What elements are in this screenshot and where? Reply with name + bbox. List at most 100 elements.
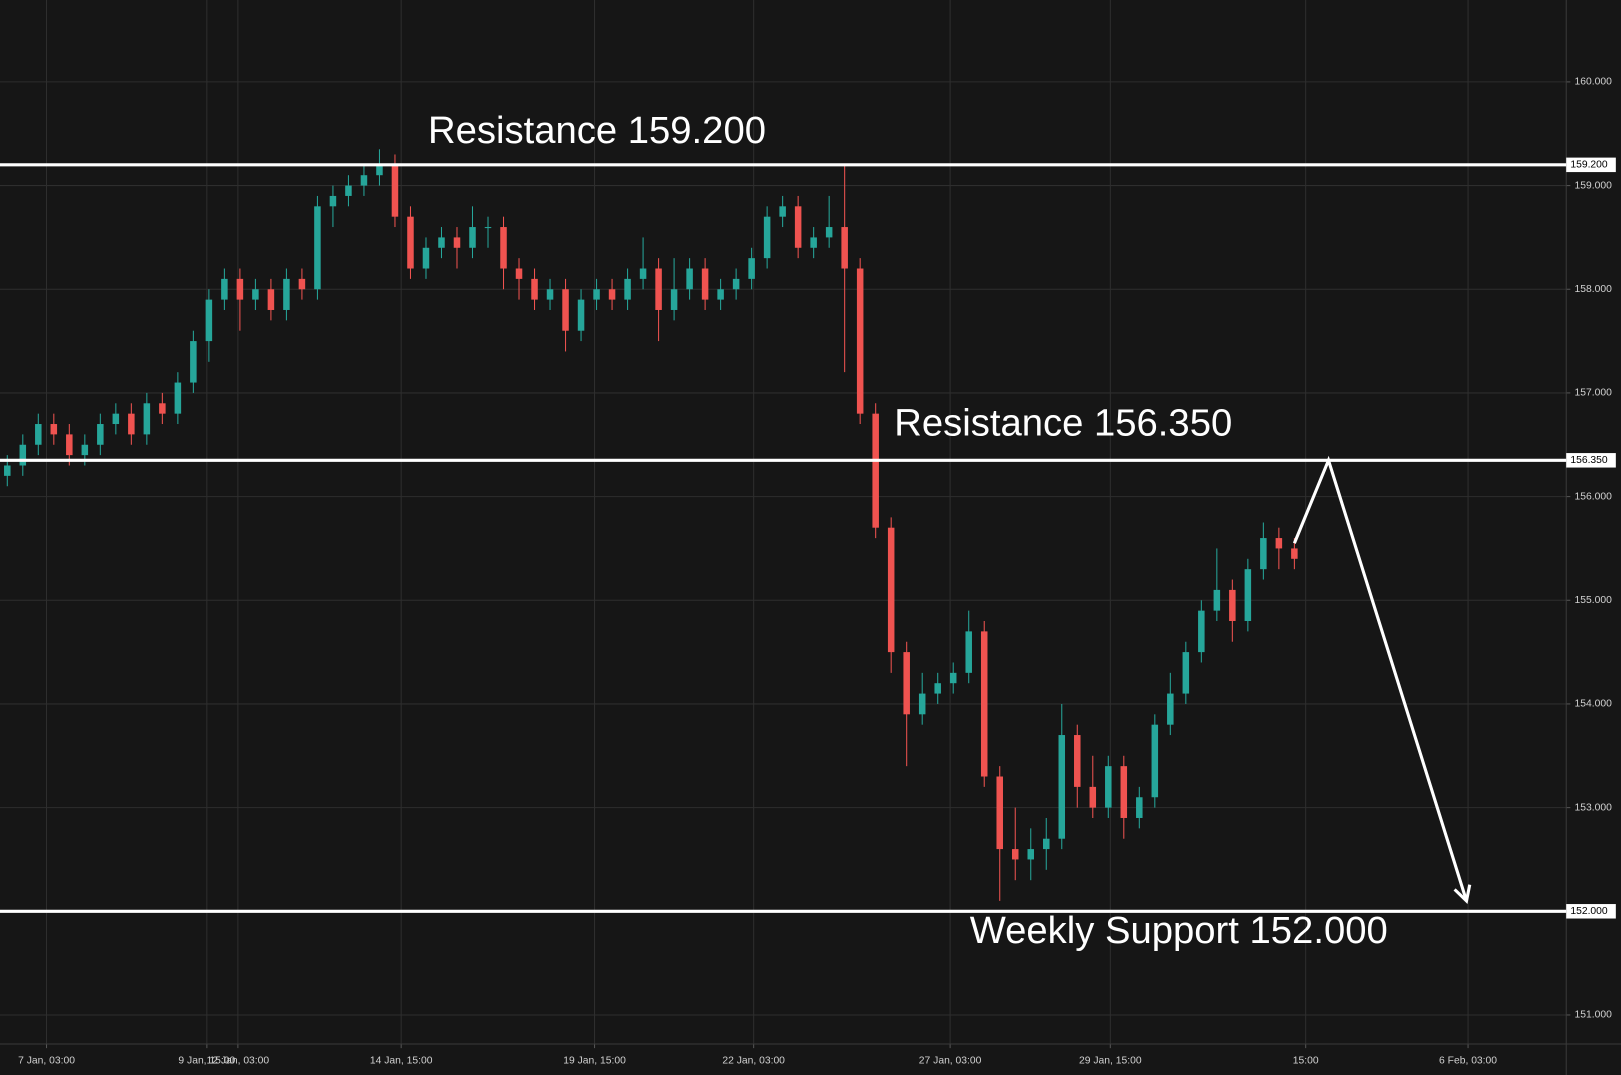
level-badge-label: 159.200: [1570, 160, 1608, 171]
candle-body: [267, 289, 275, 310]
candle-body: [252, 289, 259, 300]
x-tick-label: 27 Jan, 03:00: [919, 1055, 982, 1066]
candle-body: [918, 693, 926, 715]
candle-body: [484, 227, 492, 229]
level-badge: [1566, 453, 1616, 468]
y-tick-label: 155.000: [1574, 595, 1612, 606]
candle-body: [360, 175, 368, 186]
candle-body: [903, 652, 910, 715]
candle-body: [810, 237, 817, 248]
candle-body: [593, 289, 600, 300]
candle-body: [314, 206, 321, 290]
candle-body: [422, 247, 430, 269]
candle-body: [66, 434, 73, 456]
candle-body: [686, 268, 693, 290]
candle-body: [732, 278, 740, 290]
candle-body: [159, 403, 166, 414]
x-tick-label: 9 Jan, 15:00: [178, 1055, 235, 1066]
candle-body: [1058, 735, 1066, 839]
candle-body: [329, 195, 337, 207]
candle-body: [174, 382, 182, 414]
candle-body: [1120, 766, 1128, 818]
y-tick-label: 156.000: [1574, 491, 1612, 502]
candle-body: [283, 278, 290, 310]
candle-body: [1182, 652, 1190, 694]
candle-body: [841, 227, 848, 269]
level-annotation: Resistance 156.350: [894, 401, 1232, 444]
candle-body: [624, 278, 631, 300]
candle-body: [701, 268, 709, 300]
candle-body: [4, 465, 11, 476]
candle-body: [1136, 797, 1143, 818]
candle-body: [670, 289, 678, 310]
candle-body: [1089, 786, 1097, 808]
level-annotation: Weekly Support 152.000: [970, 909, 1388, 952]
candle-body: [1198, 610, 1205, 653]
y-tick-label: 159.000: [1574, 180, 1612, 191]
candle-body: [190, 341, 197, 383]
candle-body: [934, 683, 941, 694]
candle-body: [376, 164, 383, 176]
x-tick-label: 15:00: [1293, 1055, 1319, 1066]
x-tick-label: 6 Feb, 03:00: [1439, 1055, 1497, 1066]
level-badge: [1566, 904, 1616, 919]
candle-body: [205, 299, 213, 342]
candle-body: [1229, 589, 1236, 622]
candle-body: [407, 216, 414, 269]
candle-body: [717, 289, 724, 300]
candle-body: [608, 289, 616, 300]
candle-body: [980, 631, 988, 777]
candle-body: [1043, 838, 1050, 850]
candle-body: [453, 237, 461, 248]
candle-body: [996, 776, 1003, 850]
candle-body: [872, 413, 879, 528]
projection-path: [1292, 455, 1468, 902]
candle-body: [965, 631, 972, 673]
y-tick-label: 160.000: [1574, 77, 1612, 88]
y-tick-label: 158.000: [1574, 284, 1612, 295]
candle-body: [1027, 849, 1035, 860]
x-tick-label: 19 Jan, 15:00: [563, 1055, 626, 1066]
candle-body: [577, 299, 585, 331]
candle-body: [639, 268, 647, 279]
y-tick-label: 157.000: [1574, 388, 1612, 399]
candle-body: [825, 227, 833, 238]
candle-body: [469, 227, 476, 248]
candle-body: [438, 237, 445, 248]
candle-body: [794, 206, 802, 248]
candle-body: [515, 268, 523, 279]
candle-body: [221, 278, 228, 300]
y-tick-label: 154.000: [1574, 699, 1612, 710]
candle-body: [50, 424, 58, 435]
candle-body: [1011, 849, 1019, 860]
arrow-head: [1453, 884, 1472, 905]
x-tick-label: 22 Jan, 03:00: [722, 1055, 785, 1066]
candle-body: [1074, 735, 1081, 787]
candle-body: [143, 403, 151, 435]
y-tick-label: 151.000: [1574, 1010, 1612, 1021]
candle-body: [779, 206, 786, 217]
candle-body: [1105, 766, 1112, 808]
candle-body: [763, 216, 771, 259]
candle-body: [1275, 538, 1283, 549]
candle-body: [1244, 569, 1252, 622]
candle-body: [35, 424, 42, 445]
x-tick-label: 12 Jan, 03:00: [207, 1055, 270, 1066]
level-annotation: Resistance 159.200: [428, 109, 766, 152]
candle-body: [1213, 589, 1221, 611]
candle-body: [345, 185, 352, 196]
candle-body: [748, 258, 755, 279]
candle-body: [97, 424, 104, 445]
x-tick-label: 14 Jan, 15:00: [370, 1055, 433, 1066]
candle-body: [112, 413, 120, 425]
candle-body: [19, 444, 27, 466]
level-badge: [1566, 157, 1616, 173]
y-tick-label: 153.000: [1574, 802, 1612, 813]
candle-body: [655, 268, 662, 310]
candle-body: [546, 289, 554, 300]
x-tick-label: 7 Jan, 03:00: [18, 1055, 75, 1066]
candle-body: [81, 444, 89, 456]
candle-body: [1151, 724, 1159, 798]
